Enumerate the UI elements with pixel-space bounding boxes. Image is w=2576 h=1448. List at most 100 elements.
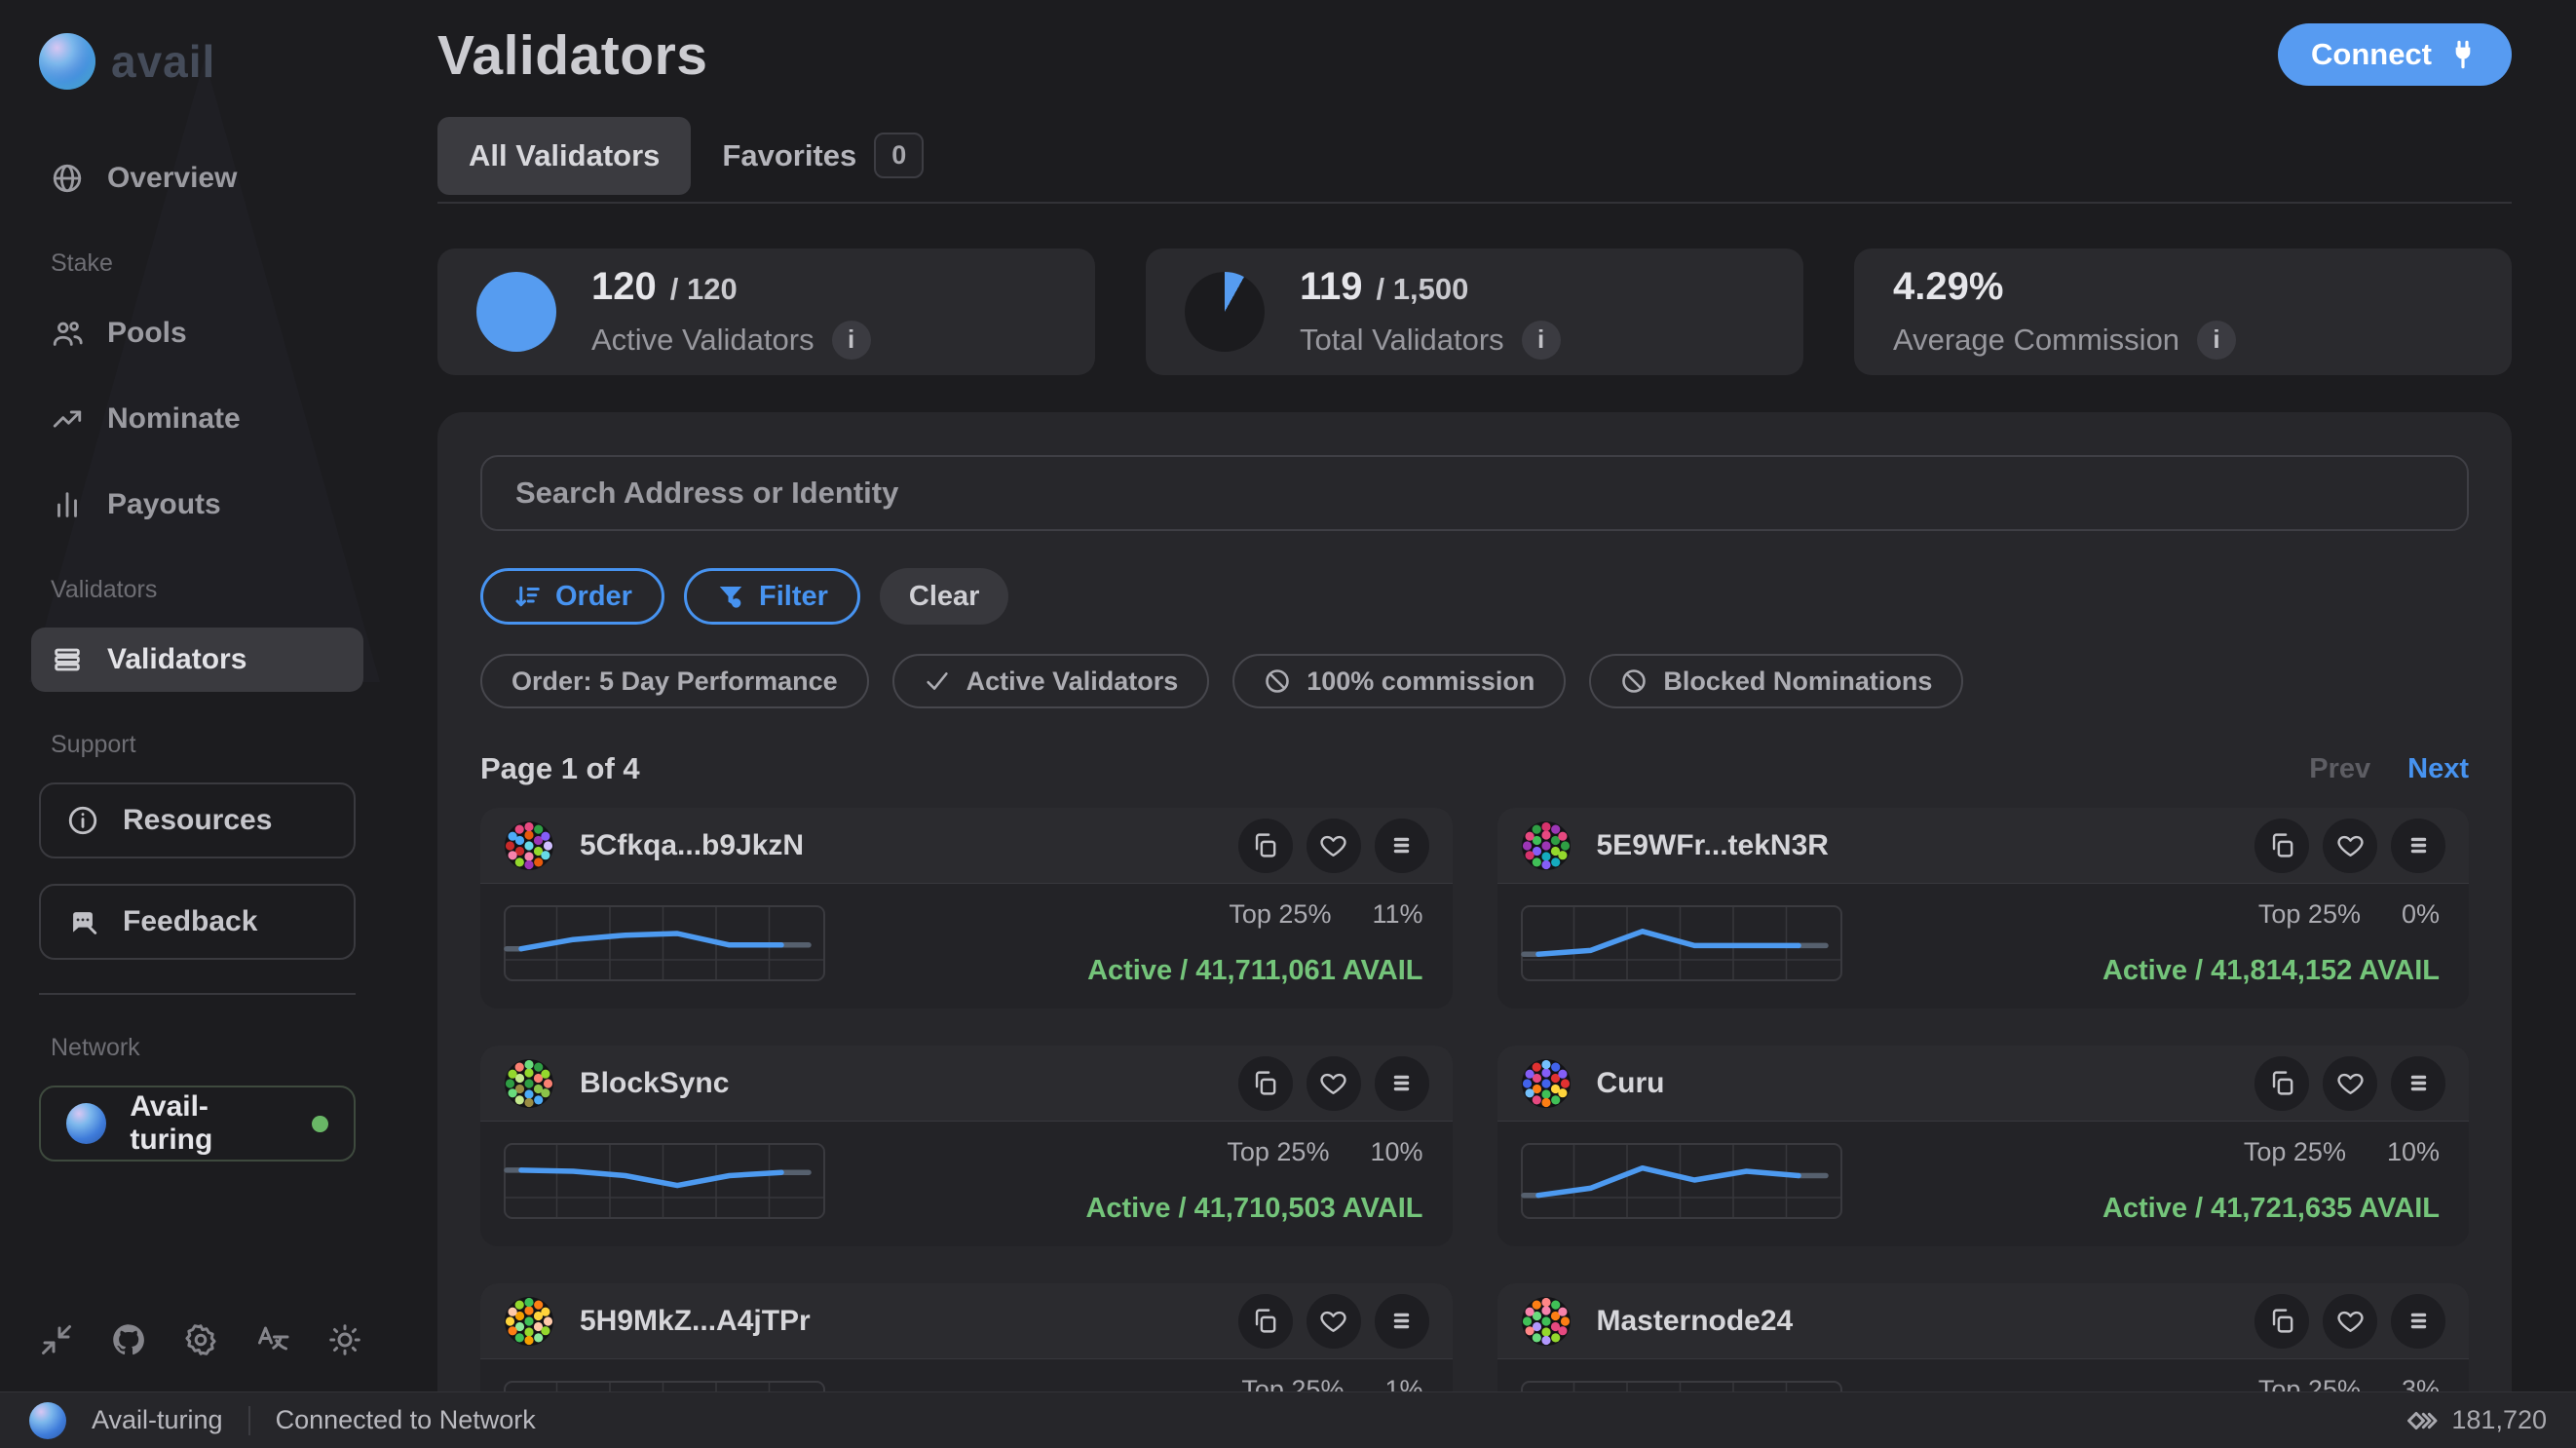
collapse-icon (42, 1325, 71, 1354)
favorite-button[interactable] (1306, 818, 1361, 873)
github-button[interactable] (111, 1322, 146, 1357)
card-menu-button[interactable] (1374, 1055, 1429, 1111)
avail-logo-icon (39, 33, 95, 90)
validator-stats: Top 25% 11% Active / 41,711,061 AVAIL (1087, 899, 1422, 987)
favorite-button[interactable] (2323, 818, 2377, 873)
copy-address-button[interactable] (2254, 1055, 2309, 1111)
favorite-button[interactable] (1306, 1055, 1361, 1111)
validator-name: 5H9MkZ...A4jTPr (580, 1304, 811, 1337)
stat-value: 120 (591, 264, 657, 308)
order-button[interactable]: Order (480, 568, 664, 625)
clear-button[interactable]: Clear (879, 568, 1009, 625)
chip-label: Order: 5 Day Performance (511, 666, 838, 696)
next-page-link[interactable]: Next (2407, 752, 2469, 784)
sidebar-item-overview[interactable]: Overview (31, 146, 363, 210)
validator-actions (2254, 1055, 2445, 1111)
commission-percent: 0% (2401, 899, 2440, 929)
copy-address-button[interactable] (2254, 1293, 2309, 1349)
status-bar: Avail-turing Connected to Network 181,72… (0, 1391, 2576, 1448)
card-menu-button[interactable] (1374, 1293, 1429, 1349)
validator-stats: Top 25% 10% Active / 41,710,503 AVAIL (1085, 1137, 1422, 1225)
validator-card-header: Curu (1496, 1046, 2469, 1122)
server-list-icon (55, 648, 80, 671)
tab-label: All Validators (469, 137, 661, 172)
settings-button[interactable] (183, 1322, 218, 1357)
top-quartile-label: Top 25% (1229, 899, 1332, 929)
validator-card-body: Top 25% 11% Active / 41,711,061 AVAIL (480, 884, 1453, 1009)
top-quartile-label: Top 25% (1227, 1137, 1330, 1166)
active-validators-donut-chart (476, 272, 556, 352)
validator-name: BlockSync (580, 1066, 730, 1099)
stat-value: 4.29% (1893, 264, 2004, 308)
commission-percent: 10% (1370, 1137, 1423, 1166)
block-icon (2407, 1411, 2438, 1429)
info-icon[interactable]: i (831, 320, 871, 360)
copy-address-button[interactable] (1237, 818, 1293, 873)
connection-status: Connected to Network (275, 1405, 536, 1434)
info-icon[interactable]: i (2197, 320, 2237, 360)
statusbar-separator (247, 1405, 250, 1435)
tab-label: Favorites (722, 137, 857, 172)
chip-100-commission[interactable]: 100% commission (1232, 654, 1567, 708)
validator-card-header: 5E9WFr...tekN3R (1496, 808, 2469, 884)
tab-all-validators[interactable]: All Validators (437, 116, 692, 195)
search-input[interactable] (480, 455, 2469, 531)
info-icon (68, 806, 97, 835)
language-button[interactable] (255, 1322, 290, 1357)
validator-identicon (1521, 1058, 1572, 1109)
copy-address-button[interactable] (1237, 1293, 1293, 1349)
feedback-button[interactable]: Feedback (39, 884, 356, 960)
performance-sparkline (1520, 905, 1842, 981)
card-menu-button[interactable] (2391, 818, 2445, 873)
app-logo: avail (39, 33, 356, 90)
tabs-divider (437, 202, 2512, 204)
validator-identicon (504, 1296, 554, 1347)
theme-toggle-button[interactable] (327, 1322, 362, 1357)
card-menu-button[interactable] (2391, 1055, 2445, 1111)
filter-label: Filter (758, 580, 828, 612)
chip-order-5-day-performance[interactable]: Order: 5 Day Performance (480, 654, 869, 708)
validator-card: 5Cfkqa...b9JkzN Top 25% 11% Active / 41,… (480, 808, 1453, 1009)
heart-icon (2336, 835, 2364, 857)
ban-icon (1622, 669, 1647, 693)
sidebar-item-payouts[interactable]: Payouts (31, 473, 363, 537)
info-icon[interactable]: i (1521, 320, 1561, 360)
stat-card-total-validators: 119 / 1,500 Total Validators i (1146, 248, 1803, 375)
connect-wallet-button[interactable]: Connect (2278, 23, 2512, 86)
chip-active-validators[interactable]: Active Validators (891, 654, 1210, 708)
validator-stats: Top 25% 0% Active / 41,814,152 AVAIL (2102, 899, 2440, 987)
favorite-button[interactable] (1306, 1293, 1361, 1349)
favorite-button[interactable] (2323, 1293, 2377, 1349)
validator-tabs: All Validators Favorites 0 (437, 111, 2512, 200)
validator-card: Curu Top 25% 10% Active / 41,721,635 AVA… (1496, 1046, 2469, 1246)
validator-actions (2254, 818, 2445, 873)
card-menu-button[interactable] (2391, 1293, 2445, 1349)
copy-address-button[interactable] (1237, 1055, 1293, 1111)
tab-favorites[interactable]: Favorites 0 (691, 111, 955, 200)
connect-label: Connect (2311, 37, 2432, 71)
prev-page-link[interactable]: Prev (2309, 752, 2371, 784)
chip-blocked-nominations[interactable]: Blocked Nominations (1589, 654, 1964, 708)
validator-card: BlockSync Top 25% 10% Active / 41,710,50… (480, 1046, 1453, 1246)
network-selector[interactable]: Avail-turing (39, 1086, 356, 1162)
github-icon (113, 1324, 144, 1355)
sidebar-item-nominate[interactable]: Nominate (31, 387, 363, 451)
validator-identicon (504, 820, 554, 871)
copy-icon (2272, 1071, 2292, 1095)
copy-address-button[interactable] (2254, 818, 2309, 873)
heart-icon (2336, 1311, 2364, 1332)
card-menu-button[interactable] (1374, 818, 1429, 873)
collapse-sidebar-button[interactable] (39, 1322, 74, 1357)
favorite-button[interactable] (2323, 1055, 2377, 1111)
sidebar-item-validators[interactable]: Validators (31, 628, 363, 692)
sidebar-item-pools[interactable]: Pools (31, 301, 363, 365)
resources-button[interactable]: Resources (39, 782, 356, 858)
check-icon (927, 672, 948, 690)
validator-stake-status: Active / 41,711,061 AVAIL (1087, 955, 1423, 986)
bar-chart-icon (57, 492, 77, 517)
performance-sparkline (504, 1143, 825, 1219)
filter-toolbar: Order Filter Clear (480, 568, 2469, 625)
validator-stats: Top 25% 10% Active / 41,721,635 AVAIL (2102, 1137, 2440, 1225)
sidebar-item-label: Nominate (107, 402, 241, 435)
filter-button[interactable]: Filter (683, 568, 860, 625)
